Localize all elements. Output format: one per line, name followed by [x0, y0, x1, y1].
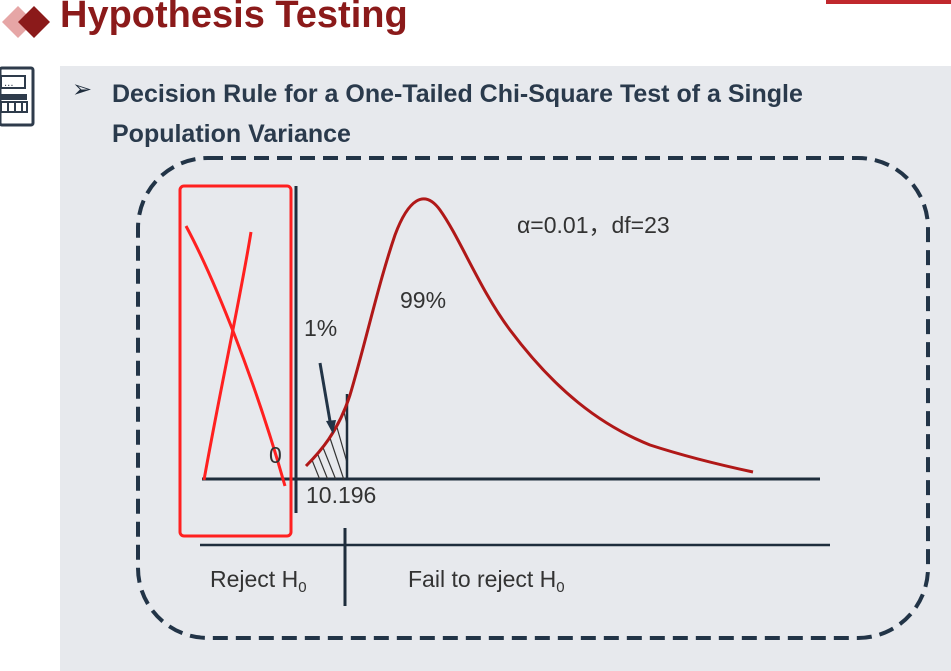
origin-label: 0	[269, 442, 282, 468]
annotation-box	[178, 184, 293, 538]
svg-text:...: ...	[4, 78, 14, 89]
tail-arrow-head	[326, 420, 336, 434]
content-panel	[60, 66, 951, 671]
dashed-boundary	[136, 156, 930, 640]
tail-arrow	[318, 362, 333, 428]
annotation-cross-stroke-2	[202, 231, 253, 481]
red-diamonds-icon	[2, 6, 50, 38]
slide-heading: Decision Rule for a One-Tailed Chi-Squar…	[112, 80, 803, 148]
chi-square-curve	[304, 197, 754, 474]
bullet-arrow: ➢	[72, 75, 93, 103]
reject-label: Reject H0	[210, 566, 307, 596]
corner-accent-bar	[826, 0, 951, 4]
calculator-icon: ...	[0, 66, 35, 127]
params-label: α=0.01，df=23	[517, 212, 670, 238]
tail-percent-label: 1%	[304, 315, 338, 341]
critical-value-label: 10.196	[306, 482, 377, 508]
annotation-cross-stroke-1	[184, 225, 287, 487]
page-title: Hypothesis Testing	[60, 0, 408, 36]
body-percent-label: 99%	[400, 287, 447, 313]
fail-to-reject-label: Fail to reject H0	[408, 566, 565, 596]
